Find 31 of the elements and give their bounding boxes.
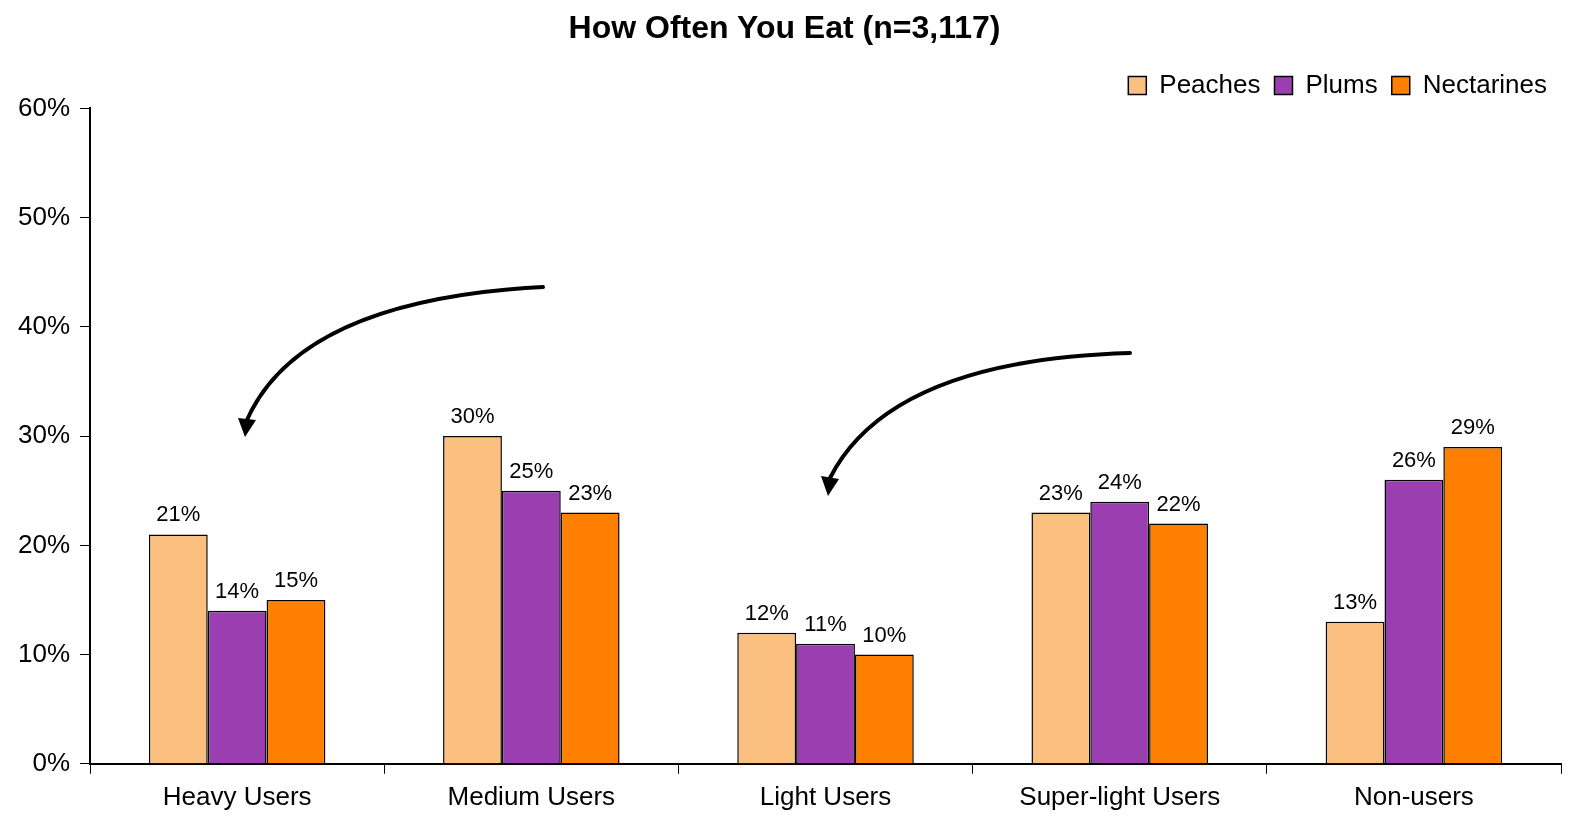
data-label: 25% xyxy=(509,457,554,483)
data-label: 23% xyxy=(568,479,613,505)
data-label: 15% xyxy=(273,567,318,593)
x-tick-label: Heavy Users xyxy=(162,780,312,811)
legend-label: Nectarines xyxy=(1422,68,1548,99)
y-tick-label: 10% xyxy=(17,637,71,668)
data-label: 12% xyxy=(744,599,789,625)
data-label: 29% xyxy=(1450,414,1495,440)
data-label: 23% xyxy=(1038,479,1083,505)
y-tick-label: 30% xyxy=(17,419,71,450)
y-tick-label: 40% xyxy=(17,310,71,341)
chart-title: How Often You Eat (n=3,117) xyxy=(568,9,1001,46)
data-label: 26% xyxy=(1391,446,1436,472)
x-tick-label: Light Users xyxy=(759,780,892,811)
y-tick-label: 20% xyxy=(17,528,71,559)
data-label: 11% xyxy=(804,610,847,636)
legend-label: Plums xyxy=(1305,68,1378,99)
y-tick-label: 0% xyxy=(32,746,71,777)
x-tick-label: Non-users xyxy=(1353,780,1474,811)
data-label: 21% xyxy=(156,501,201,527)
data-label: 22% xyxy=(1156,490,1201,516)
data-label: 30% xyxy=(450,403,495,429)
data-label: 13% xyxy=(1333,588,1378,614)
x-tick-label: Super-light Users xyxy=(1019,780,1221,811)
y-tick-label: 60% xyxy=(17,91,71,122)
data-label: 10% xyxy=(862,621,907,647)
x-tick-label: Medium Users xyxy=(447,780,616,811)
legend-label: Peaches xyxy=(1159,68,1261,99)
data-label: 14% xyxy=(215,577,260,603)
data-label: 24% xyxy=(1097,468,1142,494)
y-tick-label: 50% xyxy=(17,200,71,231)
